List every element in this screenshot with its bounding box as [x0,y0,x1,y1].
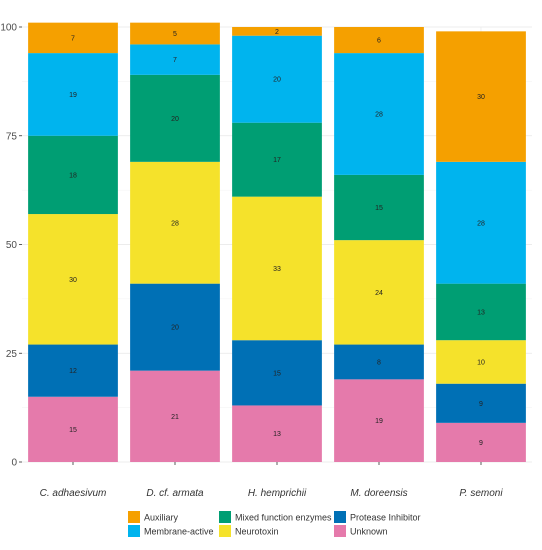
axes: C. adhaesivum D. cf. armata H. hemprichii M… [0,23,503,500]
legend-label-mixed-function-enzymes: Mixed function enzymes [235,513,332,523]
bar-protease-inhibitor-d-cf-armata [130,283,220,371]
data-label-membrane-active-p-semoni: 28 [477,220,485,227]
bar-neurotoxin-c-adhaesivum [28,214,118,345]
x-tick-label-h-hemprichii: H. hemprichii [248,488,307,499]
data-label-membrane-active-m-doreensis: 28 [375,112,383,119]
bar-unknown-h-hemprichii [232,405,322,462]
y-tick-label-0: 0 [11,458,17,469]
bar-auxiliary-p-semoni [436,31,526,162]
data-label-unknown-m-doreensis: 19 [375,418,383,425]
data-label-protease-inhibitor-h-hemprichii: 15 [273,370,281,377]
data-label-mixed-function-enzymes-c-adhaesivum: 18 [69,172,77,179]
data-label-unknown-d-cf-armata: 21 [171,414,179,421]
bar-membrane-active-d-cf-armata [130,44,220,75]
x-tick-label-m-doreensis: M. doreensis [350,488,407,499]
bar-protease-inhibitor-p-semoni [436,383,526,423]
bar-neurotoxin-m-doreensis [334,240,424,345]
x-tick-label-c-adhaesivum: C. adhaesivum [40,488,107,499]
legend-label-unknown: Unknown [350,527,388,537]
bar-membrane-active-c-adhaesivum [28,53,118,136]
data-label-membrane-active-d-cf-armata: 7 [173,57,177,64]
bar-mixed-function-enzymes-h-hemprichii [232,122,322,197]
data-label-protease-inhibitor-m-doreensis: 8 [377,359,381,366]
legend-swatch-mixed-function-enzymes [219,511,231,523]
y-tick-label-50: 50 [6,240,18,251]
bar-protease-inhibitor-h-hemprichii [232,340,322,406]
bar-neurotoxin-p-semoni [436,340,526,384]
data-label-protease-inhibitor-d-cf-armata: 20 [171,325,179,332]
x-tick-label-p-semoni: P. semoni [459,488,503,499]
data-label-auxiliary-d-cf-armata: 5 [173,31,177,38]
data-label-mixed-function-enzymes-m-doreensis: 15 [375,205,383,212]
legend-swatch-unknown [334,525,346,537]
data-label-neurotoxin-c-adhaesivum: 30 [69,277,77,284]
legend-swatch-membrane-active [128,525,140,537]
legend-label-protease-inhibitor: Protease Inhibitor [350,513,421,523]
bar-mixed-function-enzymes-c-adhaesivum [28,135,118,215]
data-label-mixed-function-enzymes-d-cf-armata: 20 [171,116,179,123]
bar-mixed-function-enzymes-p-semoni [436,283,526,341]
bar-unknown-d-cf-armata [130,370,220,462]
data-label-auxiliary-p-semoni: 30 [477,94,485,101]
data-label-auxiliary-m-doreensis: 6 [377,38,381,45]
bar-auxiliary-d-cf-armata [130,22,220,45]
data-label-mixed-function-enzymes-p-semoni: 13 [477,309,485,316]
legend-label-neurotoxin: Neurotoxin [235,527,279,537]
y-tick-label-75: 75 [6,131,18,142]
data-label-membrane-active-c-adhaesivum: 19 [69,92,77,99]
bar-protease-inhibitor-c-adhaesivum [28,344,118,397]
bar-unknown-p-semoni [436,422,526,462]
y-tick-label-100: 100 [0,23,17,34]
bar-unknown-c-adhaesivum [28,396,118,462]
data-label-protease-inhibitor-c-adhaesivum: 12 [69,368,77,375]
bar-neurotoxin-h-hemprichii [232,196,322,341]
data-label-auxiliary-c-adhaesivum: 7 [71,35,75,42]
data-label-unknown-h-hemprichii: 13 [273,431,281,438]
data-label-membrane-active-h-hemprichii: 20 [273,77,281,84]
bar-membrane-active-p-semoni [436,161,526,284]
legend: Auxiliary Membrane-active Mixed function e… [128,511,421,537]
bar-auxiliary-c-adhaesivum [28,22,118,54]
bars: 15 12 30 18 19 7 21 20 28 20 7 5 13 15 33 17 20 2 19 8 24 15 2… [28,22,526,462]
legend-label-auxiliary: Auxiliary [144,513,179,523]
bar-auxiliary-h-hemprichii [232,27,322,36]
legend-swatch-neurotoxin [219,525,231,537]
data-label-neurotoxin-p-semoni: 10 [477,359,485,366]
y-tick-label-25: 25 [6,349,18,360]
data-label-neurotoxin-m-doreensis: 24 [375,290,383,297]
data-label-unknown-p-semoni: 9 [479,440,483,447]
bar-mixed-function-enzymes-m-doreensis [334,174,424,241]
bar-mixed-function-enzymes-d-cf-armata [130,74,220,162]
data-label-auxiliary-h-hemprichii: 2 [275,29,279,36]
x-tick-label-d-cf-armata: D. cf. armata [146,488,204,499]
legend-label-membrane-active: Membrane-active [144,527,214,537]
data-label-neurotoxin-d-cf-armata: 28 [171,220,179,227]
legend-swatch-auxiliary [128,511,140,523]
bar-auxiliary-m-doreensis [334,27,424,54]
bar-membrane-active-m-doreensis [334,53,424,175]
bar-unknown-m-doreensis [334,379,424,462]
legend-swatch-protease-inhibitor [334,511,346,523]
data-label-protease-inhibitor-p-semoni: 9 [479,401,483,408]
bar-neurotoxin-d-cf-armata [130,161,220,284]
data-label-neurotoxin-h-hemprichii: 33 [273,266,281,273]
bar-membrane-active-h-hemprichii [232,35,322,123]
data-label-unknown-c-adhaesivum: 15 [69,427,77,434]
data-label-mixed-function-enzymes-h-hemprichii: 17 [273,157,281,164]
bar-protease-inhibitor-m-doreensis [334,344,424,380]
